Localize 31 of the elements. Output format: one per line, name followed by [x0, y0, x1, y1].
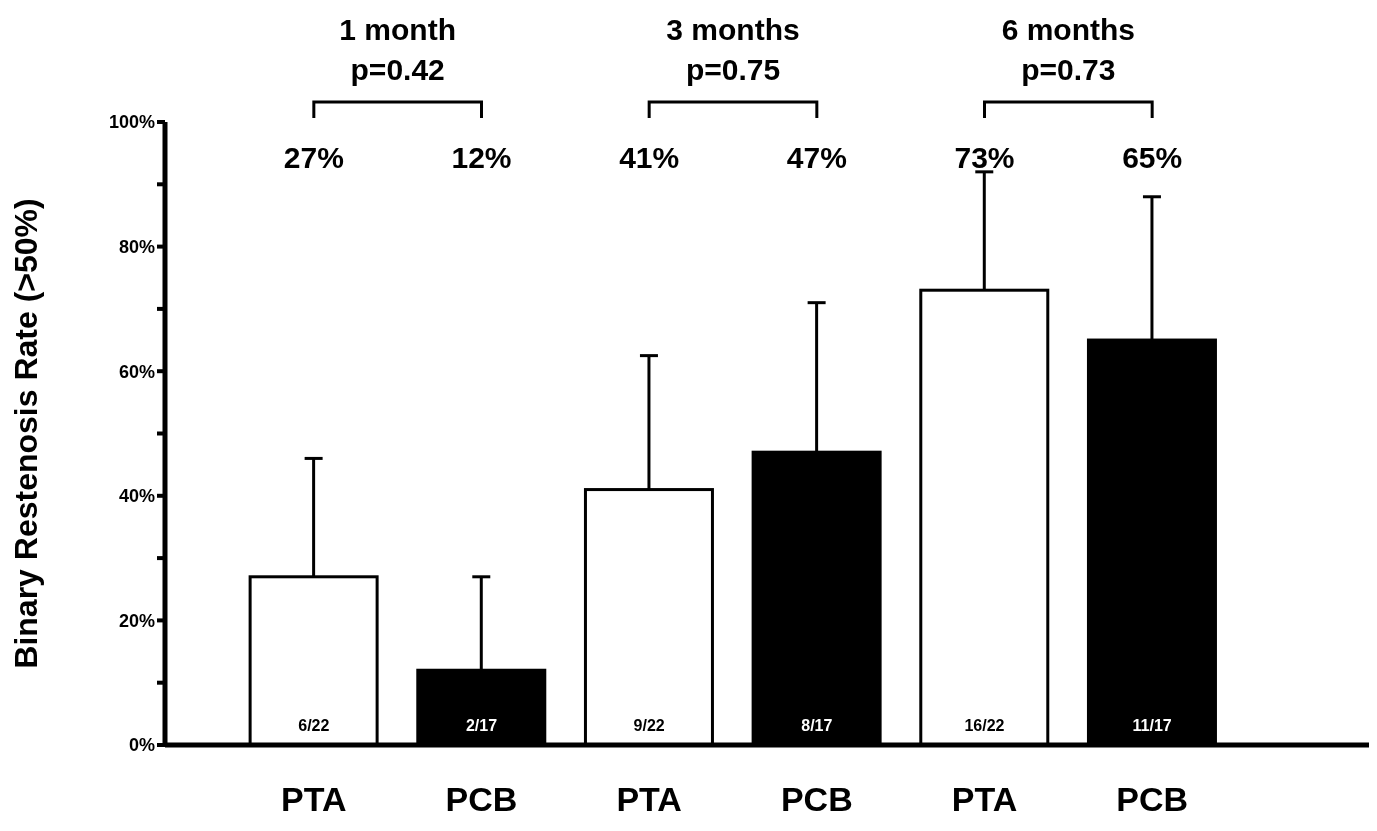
annotation: 47% [786, 141, 847, 174]
y-tick-label: 100% [108, 112, 155, 133]
annotation: 41% [619, 141, 680, 174]
y-tick-label: 20% [118, 610, 155, 631]
x-tick-label: PCB [445, 780, 518, 819]
text: p=0.42 [350, 53, 445, 86]
annotation: 65% [1122, 141, 1183, 174]
x-tick-label: PCB [1116, 780, 1189, 819]
annotation: 11/17 [1132, 717, 1172, 734]
annotation: 6/22 [298, 717, 330, 734]
x-tick-label: PTA [951, 780, 1018, 819]
y-tick-label: 80% [118, 236, 155, 257]
y-tick-label: 60% [118, 361, 155, 382]
x-tick-label: PTA [281, 780, 347, 819]
annotation: 27% [283, 141, 344, 174]
annotation: 12% [451, 141, 512, 174]
x-tick-label: PTA [616, 780, 682, 819]
text: 6 months [1001, 13, 1136, 46]
annotation: 2/17 [465, 717, 498, 734]
annotation: 9/22 [633, 717, 665, 734]
y-axis-title: Binary Restenosis Rate (>50%) [8, 198, 45, 669]
text: p=0.75 [685, 53, 781, 86]
y-tick-label: 0% [128, 735, 155, 756]
annotation: 8/17 [801, 717, 833, 734]
x-tick-label: PCB [780, 780, 853, 819]
text: 3 months [666, 13, 800, 46]
text: 1 month [339, 13, 456, 46]
text: p=0.73 [1021, 53, 1116, 86]
y-tick-label: 40% [118, 486, 155, 507]
annotation: 16/22 [964, 717, 1005, 734]
annotation: 73% [954, 141, 1015, 174]
